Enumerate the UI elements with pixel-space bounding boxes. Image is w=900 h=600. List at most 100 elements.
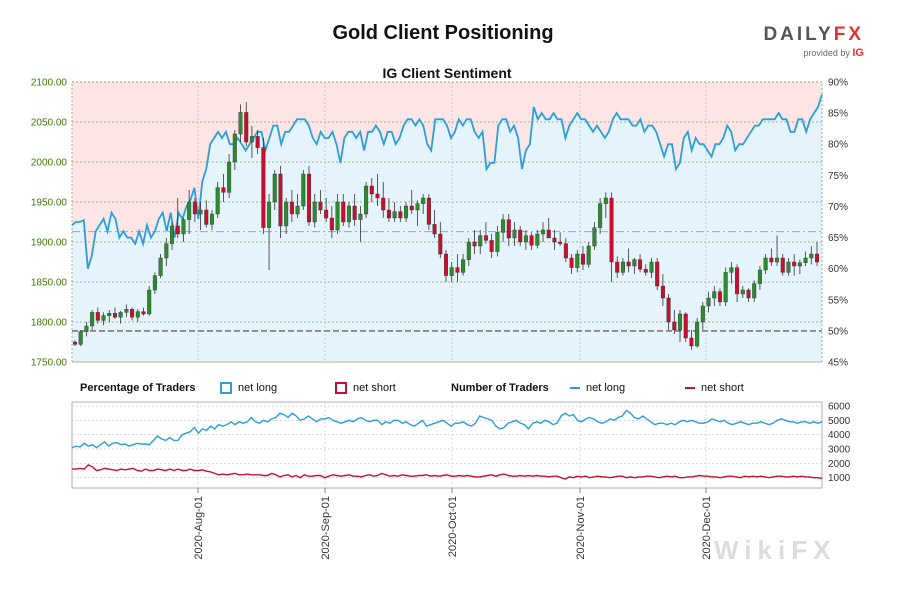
candle-body bbox=[501, 219, 506, 233]
candle-body bbox=[130, 309, 135, 318]
candle-body bbox=[249, 136, 254, 143]
candle-body bbox=[232, 133, 237, 163]
candle-body bbox=[541, 229, 546, 235]
candle-body bbox=[181, 219, 186, 235]
y-left-tick-label: 1800.00 bbox=[31, 318, 68, 329]
candle-body bbox=[706, 297, 711, 307]
legend-pct-short-swatch bbox=[335, 382, 347, 394]
y-left-tick-label: 1900.00 bbox=[31, 238, 68, 249]
candle-body bbox=[689, 337, 694, 347]
y-left-tick-label: 1750.00 bbox=[31, 358, 68, 369]
candle-body bbox=[398, 211, 403, 219]
candle-body bbox=[152, 275, 157, 291]
candle-body bbox=[740, 289, 745, 295]
candle-body bbox=[780, 257, 785, 273]
candle-body bbox=[101, 315, 106, 321]
candle-body bbox=[678, 313, 683, 331]
candle-body bbox=[255, 136, 260, 148]
ig-logo: IG bbox=[852, 47, 864, 59]
candle-body bbox=[763, 257, 768, 271]
net-long-area bbox=[72, 94, 822, 363]
candle-body bbox=[289, 201, 294, 215]
candle-body bbox=[632, 259, 637, 267]
candle-body bbox=[586, 245, 591, 265]
candle-body bbox=[620, 261, 625, 273]
brand-logo-text: DAILYFX bbox=[763, 24, 864, 46]
traders-panel-frame bbox=[71, 401, 823, 489]
candle-body bbox=[284, 201, 289, 227]
candle-body bbox=[609, 197, 614, 263]
candle-body bbox=[660, 285, 665, 299]
candle-body bbox=[278, 173, 283, 227]
candle-body bbox=[329, 217, 334, 231]
x-tick-label: 2020-Nov-01 bbox=[575, 496, 587, 560]
candle-body bbox=[809, 253, 814, 259]
candle-body bbox=[381, 197, 386, 211]
dailyfx-logo[interactable]: DAILYFX provided by IG bbox=[763, 24, 864, 59]
candle-body bbox=[489, 240, 494, 252]
brand-logo-fx: FX bbox=[833, 24, 864, 45]
candle-body bbox=[112, 313, 117, 318]
candle-body bbox=[455, 267, 460, 273]
traders-y-tick-label: 3000 bbox=[828, 445, 851, 456]
candle-body bbox=[124, 309, 129, 313]
candle-body bbox=[575, 253, 580, 268]
candle-body bbox=[244, 112, 249, 143]
y-right-tick-label: 55% bbox=[828, 295, 848, 306]
candle-body bbox=[187, 201, 192, 220]
candle-body bbox=[638, 259, 643, 270]
candle-body bbox=[301, 173, 306, 207]
legend-num-short-swatch bbox=[685, 387, 695, 389]
candle-body bbox=[558, 241, 563, 244]
legend-num-long-label: net long bbox=[586, 382, 626, 394]
candle-body bbox=[90, 312, 95, 327]
y-right-tick-label: 65% bbox=[828, 233, 848, 244]
legend-pct-long-label: net long bbox=[238, 382, 278, 394]
candle-body bbox=[358, 213, 363, 220]
traders-net-short-line bbox=[72, 463, 823, 480]
candle-body bbox=[529, 235, 534, 246]
candle-body bbox=[649, 261, 654, 273]
traders-y-tick-label: 6000 bbox=[828, 402, 851, 413]
candle-body bbox=[170, 225, 175, 244]
candle-body bbox=[792, 261, 797, 267]
candle-body bbox=[672, 321, 677, 331]
legend-pct-heading: Percentage of Traders bbox=[80, 382, 196, 394]
candle-body bbox=[712, 291, 717, 299]
candle-body bbox=[221, 187, 226, 193]
candle-body bbox=[158, 257, 163, 276]
candle-body bbox=[695, 321, 700, 347]
candle-body bbox=[598, 203, 603, 228]
candle-body bbox=[580, 253, 585, 265]
candle-body bbox=[141, 311, 146, 315]
candle-body bbox=[426, 197, 431, 225]
candle-body bbox=[523, 235, 528, 243]
candle-body bbox=[312, 201, 317, 223]
traders-y-tick-label: 4000 bbox=[828, 430, 851, 441]
x-tick-label: 2020-Aug-01 bbox=[193, 496, 205, 560]
traders-y-tick-label: 2000 bbox=[828, 459, 851, 470]
candle-body bbox=[307, 173, 312, 223]
candle-body bbox=[535, 233, 540, 246]
candle-body bbox=[118, 312, 123, 318]
legend-pct-short-label: net short bbox=[353, 382, 396, 394]
legend-num-short: net short bbox=[685, 380, 744, 396]
candle-body bbox=[95, 312, 100, 321]
candle-body bbox=[369, 185, 374, 195]
y-left-tick-label: 1950.00 bbox=[31, 198, 68, 209]
candle-body bbox=[495, 232, 500, 252]
y-right-tick-label: 45% bbox=[828, 358, 848, 369]
brand-provided-text: provided by bbox=[803, 48, 850, 58]
legend-num-long-swatch bbox=[570, 387, 580, 389]
legend-pct-long: net long bbox=[220, 380, 277, 396]
candle-body bbox=[757, 269, 762, 284]
x-tick-label: 2020-Sep-01 bbox=[320, 496, 332, 560]
candle-body bbox=[84, 325, 89, 332]
candle-body bbox=[483, 235, 488, 241]
candle-body bbox=[272, 173, 277, 203]
candle-body bbox=[267, 201, 272, 228]
legend-num-long: net long bbox=[570, 380, 625, 396]
candle-body bbox=[432, 224, 437, 235]
candle-body bbox=[209, 213, 214, 225]
candle-body bbox=[700, 305, 705, 323]
